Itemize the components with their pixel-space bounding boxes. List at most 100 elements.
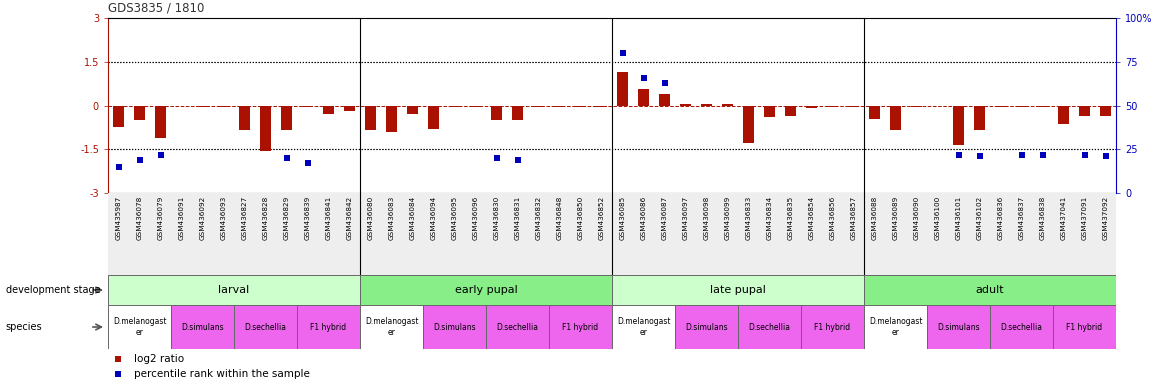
Bar: [974, 106, 985, 130]
Text: GSM436092: GSM436092: [199, 195, 205, 240]
Text: GSM436094: GSM436094: [431, 195, 437, 240]
Bar: [1036, 106, 1048, 107]
Text: development stage: development stage: [6, 285, 101, 295]
Text: D.sechellia: D.sechellia: [497, 323, 538, 331]
Text: GSM436834: GSM436834: [767, 195, 772, 240]
Bar: [1053, 305, 1116, 349]
Text: F1 hybrid: F1 hybrid: [310, 323, 346, 331]
Bar: [280, 106, 292, 130]
Bar: [1057, 106, 1069, 124]
Bar: [1079, 106, 1091, 116]
Text: GSM436837: GSM436837: [1019, 195, 1025, 240]
Bar: [721, 104, 733, 106]
Bar: [801, 305, 864, 349]
Bar: [611, 193, 864, 275]
Text: GSM436097: GSM436097: [682, 195, 689, 240]
Text: D.sechellia: D.sechellia: [244, 323, 286, 331]
Text: D.melanogast
er: D.melanogast er: [112, 317, 167, 337]
Text: GSM436831: GSM436831: [514, 195, 520, 240]
Text: GSM436085: GSM436085: [620, 195, 625, 240]
Text: species: species: [6, 322, 43, 332]
Text: F1 hybrid: F1 hybrid: [563, 323, 599, 331]
Text: GSM436102: GSM436102: [976, 195, 982, 240]
Text: GSM436086: GSM436086: [640, 195, 646, 240]
Bar: [595, 106, 607, 107]
Text: GSM436836: GSM436836: [997, 195, 1004, 240]
Bar: [864, 275, 1116, 305]
Bar: [1100, 106, 1112, 116]
Bar: [423, 305, 486, 349]
Text: GSM436833: GSM436833: [746, 195, 752, 240]
Bar: [239, 106, 250, 130]
Bar: [785, 106, 797, 116]
Text: log2 ratio: log2 ratio: [134, 354, 184, 364]
Text: GDS3835 / 1810: GDS3835 / 1810: [108, 1, 204, 14]
Text: GSM436087: GSM436087: [661, 195, 667, 240]
Text: GSM436857: GSM436857: [850, 195, 857, 240]
Bar: [323, 106, 335, 114]
Bar: [1016, 106, 1027, 107]
Bar: [512, 106, 523, 120]
Bar: [554, 106, 565, 107]
Bar: [574, 106, 586, 107]
Text: GSM436089: GSM436089: [893, 195, 899, 240]
Text: GSM436852: GSM436852: [599, 195, 604, 240]
Text: early pupal: early pupal: [455, 285, 518, 295]
Text: GSM437041: GSM437041: [1061, 195, 1067, 240]
Text: GSM436856: GSM436856: [829, 195, 836, 240]
Text: D.melanogast
er: D.melanogast er: [868, 317, 922, 337]
Bar: [533, 106, 544, 107]
Text: GSM435987: GSM435987: [116, 195, 122, 240]
Text: GSM436083: GSM436083: [388, 195, 395, 240]
Bar: [864, 305, 928, 349]
Text: percentile rank within the sample: percentile rank within the sample: [134, 369, 310, 379]
Bar: [868, 106, 880, 119]
Text: D.melanogast
er: D.melanogast er: [365, 317, 418, 337]
Bar: [659, 94, 670, 106]
Text: GSM436084: GSM436084: [410, 195, 416, 240]
Bar: [296, 305, 360, 349]
Bar: [617, 72, 629, 106]
Bar: [738, 305, 801, 349]
Text: GSM436088: GSM436088: [872, 195, 878, 240]
Bar: [386, 106, 397, 132]
Text: late pupal: late pupal: [710, 285, 765, 295]
Text: GSM436828: GSM436828: [263, 195, 269, 240]
Text: GSM436839: GSM436839: [305, 195, 310, 240]
Bar: [701, 104, 712, 106]
Bar: [611, 305, 675, 349]
Text: GSM436841: GSM436841: [325, 195, 331, 240]
Text: F1 hybrid: F1 hybrid: [814, 323, 851, 331]
Text: GSM436827: GSM436827: [242, 195, 248, 240]
Bar: [806, 106, 818, 108]
Bar: [171, 305, 234, 349]
Text: GSM436078: GSM436078: [137, 195, 142, 240]
Bar: [827, 106, 838, 107]
Bar: [133, 106, 145, 120]
Text: D.simulans: D.simulans: [937, 323, 980, 331]
Bar: [491, 106, 503, 120]
Bar: [427, 106, 439, 129]
Text: GSM436093: GSM436093: [220, 195, 227, 240]
Bar: [953, 106, 965, 145]
Bar: [611, 275, 864, 305]
Text: GSM436095: GSM436095: [452, 195, 457, 240]
Bar: [995, 106, 1006, 107]
Bar: [112, 106, 124, 127]
Text: GSM436080: GSM436080: [367, 195, 374, 240]
Bar: [675, 305, 738, 349]
Bar: [360, 305, 423, 349]
Text: D.sechellia: D.sechellia: [1001, 323, 1042, 331]
Bar: [889, 106, 901, 130]
Bar: [486, 305, 549, 349]
Text: GSM436096: GSM436096: [472, 195, 478, 240]
Bar: [549, 305, 611, 349]
Bar: [764, 106, 775, 117]
Text: GSM436835: GSM436835: [787, 195, 793, 240]
Text: adult: adult: [976, 285, 1004, 295]
Text: GSM436090: GSM436090: [914, 195, 919, 240]
Text: D.simulans: D.simulans: [686, 323, 728, 331]
Text: GSM436101: GSM436101: [955, 195, 961, 240]
Bar: [470, 106, 482, 107]
Bar: [928, 305, 990, 349]
